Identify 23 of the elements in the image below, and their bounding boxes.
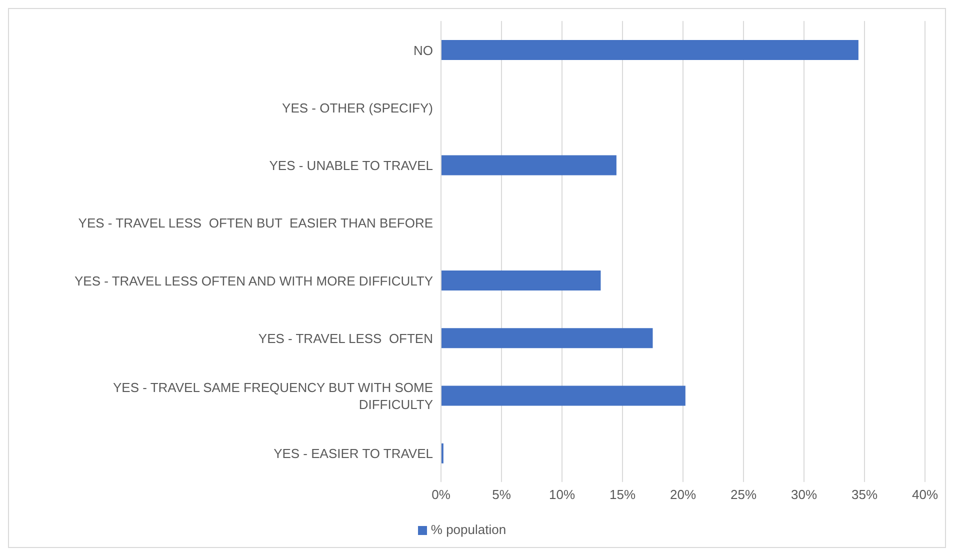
bar — [441, 386, 686, 406]
bar — [441, 328, 653, 348]
y-tick-label: YES - TRAVEL LESS OFTEN BUT EASIER THAN BEFORE — [78, 215, 434, 230]
y-tick-label: YES - TRAVEL SAME FREQUENCY BUT WITH SOME DIFFICULTY — [113, 380, 434, 412]
y-tick-label: YES - TRAVEL LESS OFTEN — [258, 330, 433, 346]
x-tick-label: 10% — [548, 487, 576, 502]
bar — [441, 40, 858, 60]
x-tick-label: 35% — [851, 487, 878, 502]
y-tick-label: YES - TRAVEL LESS OFTEN AND WITH MORE DIFFICULTY — [74, 272, 434, 288]
x-tick-label: 40% — [912, 487, 938, 502]
bar — [441, 155, 616, 176]
x-tick-label: 25% — [730, 487, 757, 502]
x-tick-label: 5% — [492, 487, 512, 502]
y-tick-label: YES - UNABLE TO TRAVEL — [269, 158, 433, 173]
x-tick-label: 20% — [670, 487, 696, 502]
x-tick-label: 15% — [609, 487, 636, 502]
x-tick-label: 0% — [432, 487, 451, 502]
y-tick-label: NO — [414, 42, 433, 58]
y-tick-label: YES - EASIER TO TRAVEL — [274, 446, 433, 461]
x-tick-label: 30% — [790, 487, 818, 502]
bar — [441, 270, 601, 290]
y-tick-label: YES - OTHER (SPECIFY) — [282, 100, 433, 115]
legend-label: % population — [430, 522, 506, 537]
